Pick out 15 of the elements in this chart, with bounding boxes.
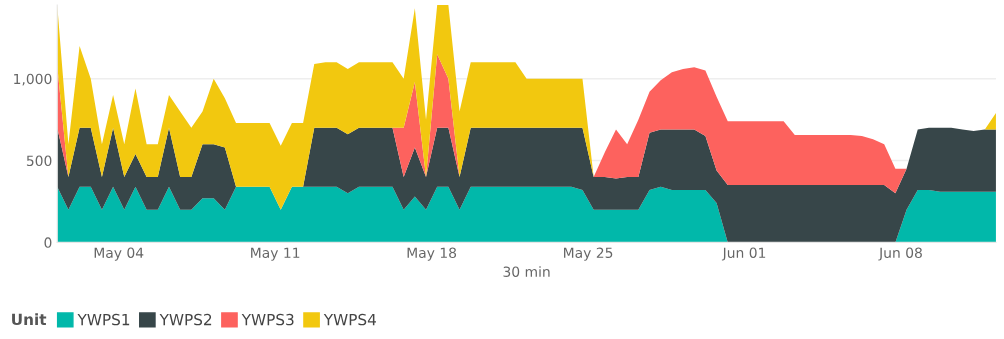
legend-label: YWPS4 [323,313,376,326]
y-tick-label: 500 [26,155,52,167]
legend-label: YWPS3 [241,313,294,326]
legend-label: YWPS1 [77,313,130,326]
legend-label: YWPS2 [159,313,212,326]
x-tick-label: May 25 [564,247,613,261]
x-tick-label: Jun 08 [878,247,922,261]
legend-title: Unit [12,313,47,326]
x-tick-label: May 04 [94,247,144,261]
x-tick-label: Jun 01 [721,247,766,261]
y-tick-label: 1,000 [14,73,52,86]
x-axis-title: 30 min [503,266,550,277]
x-tick-label: May 11 [251,247,300,261]
y-tick-label: 0 [44,237,52,248]
x-tick-label: May 18 [407,247,457,261]
